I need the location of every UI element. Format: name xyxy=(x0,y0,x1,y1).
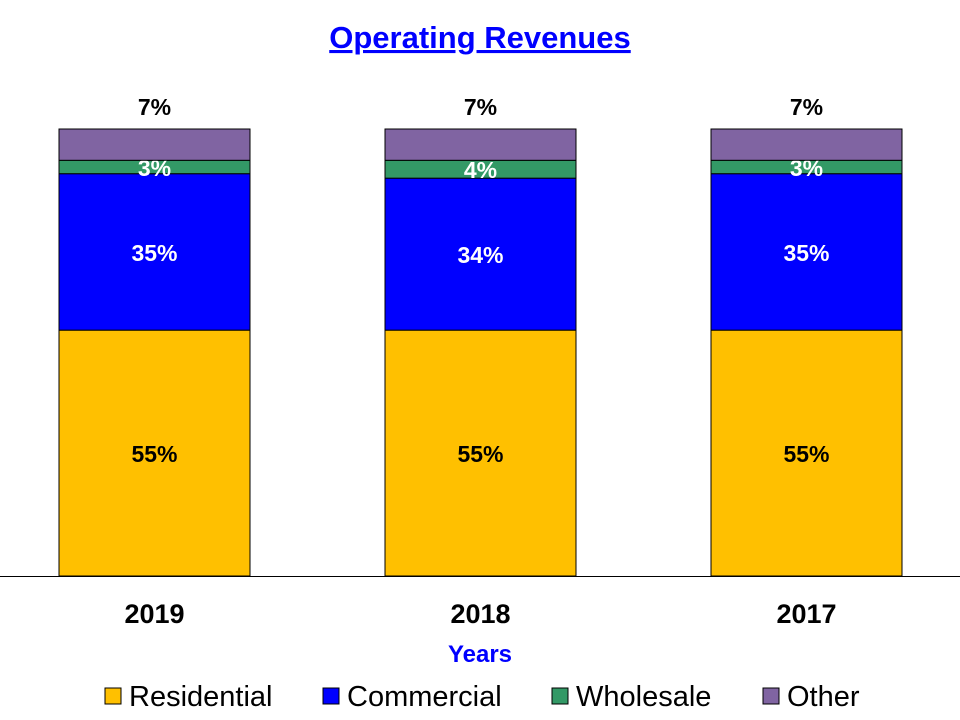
x-tick-label: 2019 xyxy=(124,599,184,629)
data-label-residential-2017: 55% xyxy=(783,441,829,467)
legend-swatch-wholesale xyxy=(551,687,569,705)
bar-segment-residential-2018 xyxy=(384,329,577,577)
data-label-residential-2018: 55% xyxy=(457,441,503,467)
legend-swatch-commercial xyxy=(322,687,340,705)
legend-label-wholesale: Wholesale xyxy=(576,681,711,713)
bar-segment-other-2019 xyxy=(58,128,251,161)
bar-segment-commercial-2017 xyxy=(710,173,903,331)
legend-label-residential: Residential xyxy=(129,681,272,713)
data-label-other-2019: 7% xyxy=(138,94,171,120)
data-label-commercial-2018: 34% xyxy=(457,242,503,268)
x-axis-label: Years xyxy=(448,641,512,668)
data-label-other-2017: 7% xyxy=(790,94,823,120)
bar-segment-commercial-2019 xyxy=(58,173,251,331)
chart-title: Operating Revenues xyxy=(329,20,630,55)
legend-label-commercial: Commercial xyxy=(347,681,502,713)
data-label-residential-2019: 55% xyxy=(131,441,177,467)
bar-segment-residential-2019 xyxy=(58,329,251,577)
data-label-commercial-2019: 35% xyxy=(131,240,177,266)
data-label-other-2018: 7% xyxy=(464,94,497,120)
data-label-wholesale-2018: 4% xyxy=(464,157,497,183)
x-tick-label: 2018 xyxy=(450,599,510,629)
legend: Residential Commercial Wholesale Other xyxy=(104,681,860,713)
legend-swatch-residential xyxy=(104,687,122,705)
legend-label-other: Other xyxy=(787,681,860,713)
bar-segment-other-2017 xyxy=(710,128,903,161)
legend-swatch-other xyxy=(762,687,780,705)
data-label-commercial-2017: 35% xyxy=(783,240,829,266)
bar-segment-other-2018 xyxy=(384,128,577,161)
x-tick-labels: 2019 2018 2017 xyxy=(124,599,836,629)
x-tick-label: 2017 xyxy=(776,599,836,629)
bars-group: 55%35%3%7%55%34%4%7%55%35%3%7% xyxy=(58,94,903,577)
